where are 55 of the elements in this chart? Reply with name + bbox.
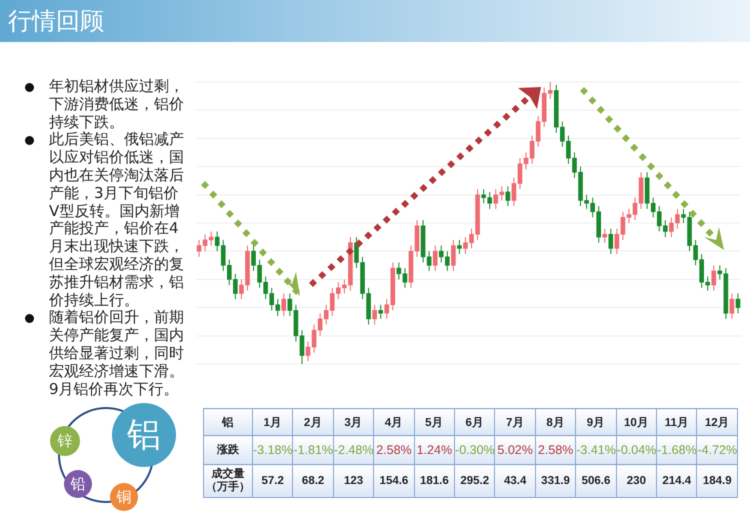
candlestick bbox=[281, 293, 286, 317]
chart-title: 行情回顾 bbox=[8, 6, 104, 37]
candlestick bbox=[432, 245, 438, 272]
data-label: -3.18% bbox=[252, 436, 293, 464]
candlestick bbox=[506, 186, 510, 207]
y-tick-label: 涨跌 bbox=[204, 436, 253, 464]
data-label: -2.48% bbox=[333, 436, 374, 464]
candlestick bbox=[711, 264, 716, 292]
data-label: 181.6 bbox=[414, 464, 455, 498]
candlestick bbox=[372, 304, 377, 326]
data-label: 57.2 bbox=[252, 464, 293, 498]
x-tick-label: 6月 bbox=[454, 408, 495, 436]
data-label: -3.41% bbox=[576, 436, 616, 464]
data-label: -1.68% bbox=[656, 436, 697, 464]
data-label: 230 bbox=[616, 464, 657, 498]
text: 此后美铝、俄铝减产以应对铝价低迷，国内也在关停淘汰落后产能，3月下旬铝价V型反转。国内新增产能投产，铝价在4月末出现快速下跌，但全球宏观经济的复苏推升铝材需求，铝价持续上行。 bbox=[49, 130, 184, 309]
data-label: 43.4 bbox=[494, 464, 536, 498]
x-tick-label: 8月 bbox=[535, 408, 576, 436]
candlestick bbox=[730, 293, 734, 320]
data-label: 184.9 bbox=[696, 464, 738, 498]
x-tick-label: 2月 bbox=[292, 408, 334, 436]
candlestick bbox=[608, 228, 614, 255]
data-label: -1.81% bbox=[292, 436, 334, 464]
candlestick bbox=[736, 293, 740, 314]
data-label: 154.6 bbox=[374, 464, 414, 498]
data-label: 214.4 bbox=[656, 464, 697, 498]
x-tick-label: 7月 bbox=[494, 408, 536, 436]
x-tick-label: 5月 bbox=[414, 408, 455, 436]
data-label: 1.24% bbox=[414, 436, 455, 464]
x-tick-label: 4月 bbox=[374, 408, 414, 436]
text: 随着铝价回升，前期关停产能复产，国内供给显著过剩，同时宏观经济增速下滑。9月铝价再次下行。 bbox=[48, 308, 185, 398]
candlestick bbox=[378, 304, 384, 320]
data-label: 68.2 bbox=[292, 464, 334, 498]
candlestick bbox=[602, 228, 608, 244]
data-label: 2.58% bbox=[535, 436, 576, 464]
data-label: 2.58% bbox=[374, 436, 414, 464]
chart-title: 铝 bbox=[204, 408, 253, 436]
x-tick-label: 9月 bbox=[576, 408, 616, 436]
x-tick-label: 11月 bbox=[656, 408, 697, 436]
data-label: -0.30% bbox=[454, 436, 495, 464]
data-label: -4.72% bbox=[696, 436, 738, 464]
text: 年初铝材供应过剩，下游消费低迷，铝价持续下跌。 bbox=[48, 77, 185, 131]
data-label: 331.9 bbox=[535, 464, 576, 498]
x-tick-label: 10月 bbox=[616, 408, 657, 436]
y-tick-label: 成交量（万手） bbox=[204, 464, 253, 498]
x-tick-label: 12月 bbox=[696, 408, 738, 436]
data-label: 5.02% bbox=[494, 436, 536, 464]
data-label: 506.6 bbox=[576, 464, 616, 498]
x-tick-label: 1月 bbox=[252, 408, 293, 436]
x-tick-label: 3月 bbox=[333, 408, 374, 436]
data-label: 123 bbox=[333, 464, 374, 498]
data-label: -0.04% bbox=[616, 436, 657, 464]
data-label: 295.2 bbox=[454, 464, 495, 498]
candlestick bbox=[451, 239, 456, 272]
candlestick bbox=[457, 239, 462, 255]
